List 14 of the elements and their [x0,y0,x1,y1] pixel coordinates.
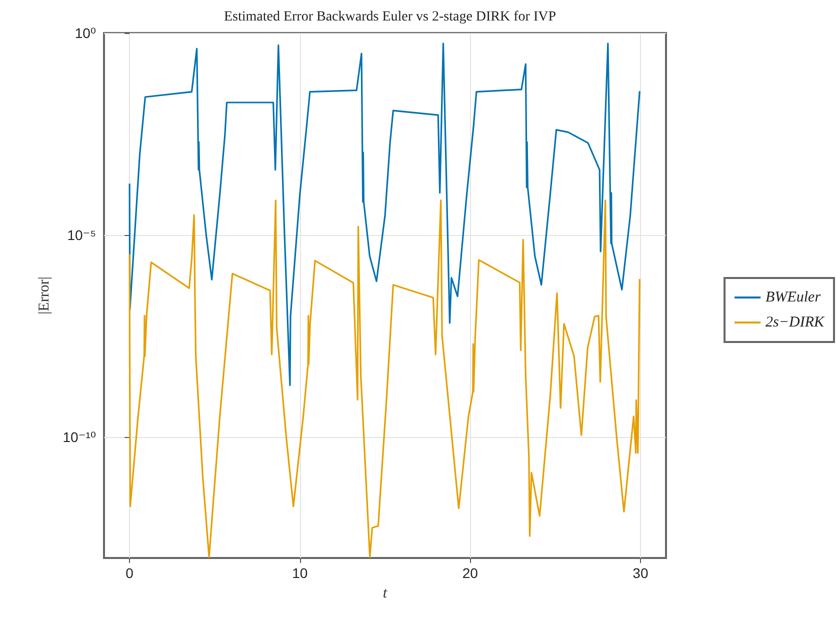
y-tick-label: 10⁻¹⁰ [62,428,96,445]
x-axis-title: t [382,586,388,602]
chart-title: Estimated Error Backwards Euler vs 2-stage DIRK for IVP [224,10,556,24]
x-tick-label: 30 [632,565,648,581]
line-series [128,200,640,558]
y-tick-label: 10⁰ [74,25,96,41]
x-tick-label: 10 [292,565,308,581]
y-tick-label: 10⁻⁵ [67,226,96,243]
x-tick-label: 0 [126,565,134,581]
y-axis-title: |Error| [36,276,52,314]
legend-label: 2s−DIRK [766,314,825,330]
line-series [128,42,640,386]
legend-label: BWEuler [766,290,821,306]
x-tick-label: 20 [462,565,478,581]
